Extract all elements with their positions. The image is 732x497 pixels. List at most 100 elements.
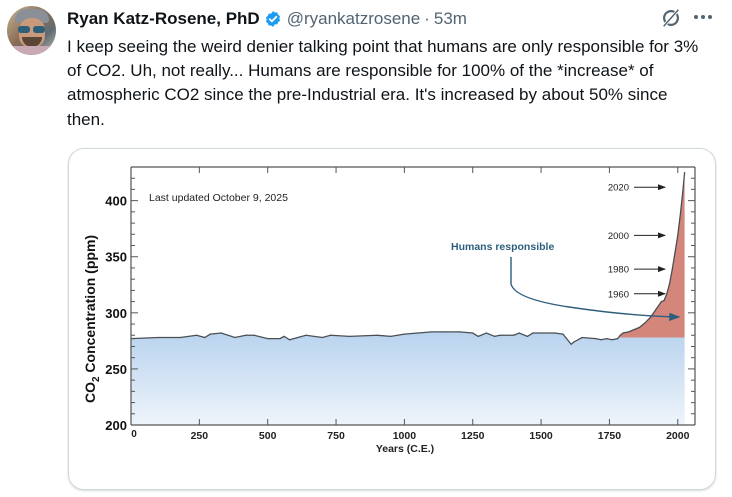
co2-data-point bbox=[329, 334, 332, 336]
y-tick-label: 200 bbox=[105, 418, 127, 433]
more-options-icon[interactable] bbox=[690, 6, 716, 28]
co2-data-point bbox=[288, 339, 291, 341]
co2-data-point bbox=[619, 334, 621, 336]
co2-data-point bbox=[157, 336, 159, 339]
co2-data-point bbox=[554, 332, 556, 334]
co2-data-point bbox=[649, 316, 652, 318]
co2-data-point bbox=[606, 338, 608, 340]
co2-chart: 200 250 300 350 400 0 250 500 750 1000 1250 1500 175… bbox=[82, 166, 696, 455]
author-name[interactable]: Ryan Katz-Rosene, PhD bbox=[67, 9, 260, 28]
co2-data-point bbox=[209, 333, 211, 335]
co2-data-point bbox=[279, 338, 281, 340]
x-tick-label: 1500 bbox=[529, 430, 553, 442]
year-marker-label: 2020 bbox=[608, 183, 629, 194]
co2-data-point bbox=[677, 234, 679, 237]
y-tick-label: 350 bbox=[105, 250, 127, 265]
co2-data-point bbox=[668, 283, 671, 285]
co2-data-point bbox=[666, 293, 668, 295]
co2-data-point bbox=[376, 334, 378, 336]
grok-icon[interactable] bbox=[660, 7, 682, 29]
x-tick-label: 1750 bbox=[598, 430, 622, 442]
co2-data-point bbox=[417, 332, 419, 334]
co2-data-point bbox=[472, 332, 474, 334]
co2-data-point bbox=[562, 333, 564, 335]
y-axis-label-subscript: 2 bbox=[91, 376, 102, 382]
co2-data-point bbox=[458, 331, 460, 333]
co2-data-point bbox=[526, 335, 529, 337]
co2-data-point bbox=[638, 326, 641, 329]
co2-data-point bbox=[622, 332, 624, 334]
co2-data-point bbox=[660, 301, 662, 303]
co2-data-point bbox=[485, 332, 488, 334]
x-axis-label: Years (C.E.) bbox=[376, 443, 434, 455]
co2-data-point bbox=[220, 332, 222, 334]
post-text: I keep seeing the weird denier talking p… bbox=[67, 37, 699, 129]
verified-badge-icon[interactable] bbox=[264, 10, 282, 28]
co2-data-point bbox=[595, 338, 597, 340]
co2-data-point bbox=[477, 335, 479, 337]
co2-data-point bbox=[611, 339, 613, 341]
co2-data-point bbox=[570, 343, 572, 345]
co2-data-point bbox=[617, 338, 619, 340]
human-co2-area bbox=[617, 172, 685, 339]
year-marker-label: 1960 bbox=[608, 289, 629, 300]
year-marker-label: 1980 bbox=[608, 265, 629, 276]
x-tick-label: 1000 bbox=[393, 430, 417, 442]
co2-data-point bbox=[245, 334, 247, 336]
last-updated-annotation: Last updated October 9, 2025 bbox=[149, 192, 288, 204]
y-axis-label-prefix: CO bbox=[82, 382, 98, 403]
y-tick-label: 400 bbox=[105, 194, 127, 209]
co2-data-point bbox=[253, 334, 255, 336]
co2-data-point bbox=[518, 332, 520, 334]
co2-data-point bbox=[234, 336, 236, 339]
x-tick-label: 2000 bbox=[666, 430, 690, 442]
media-card[interactable]: 200 250 300 350 400 0 250 500 750 1000 1250 1500 175… bbox=[68, 148, 716, 490]
co2-data-point bbox=[671, 268, 673, 270]
co2-data-point bbox=[267, 338, 269, 340]
y-axis-label: CO2 Concentration (ppm) bbox=[82, 235, 102, 403]
co2-data-point bbox=[196, 334, 198, 336]
co2-data-point bbox=[444, 331, 446, 333]
co2-data-point bbox=[655, 308, 657, 311]
co2-data-point bbox=[494, 335, 496, 337]
co2-data-point bbox=[674, 251, 676, 253]
avatar-sunglasses-shape bbox=[18, 26, 46, 33]
x-tick-label: 250 bbox=[191, 430, 209, 442]
co2-data-point bbox=[682, 186, 684, 188]
avatar-shirt-shape bbox=[7, 46, 56, 55]
co2-data-point bbox=[390, 335, 392, 337]
co2-data-point bbox=[633, 329, 635, 331]
co2-data-point bbox=[283, 335, 285, 337]
co2-data-point bbox=[431, 331, 433, 333]
x-tick-label: 500 bbox=[259, 430, 277, 442]
author-handle[interactable]: @ryankatzrosene bbox=[286, 9, 421, 28]
co2-data-point bbox=[573, 341, 575, 343]
co2-data-point bbox=[644, 322, 646, 324]
year-marker-label: 2000 bbox=[608, 231, 629, 242]
avatar-beard-shape bbox=[22, 37, 42, 47]
co2-data-point bbox=[403, 333, 405, 335]
post-header: Ryan Katz-Rosene, PhD @ryankatzrosene · … bbox=[67, 8, 467, 30]
co2-data-point bbox=[540, 332, 542, 334]
co2-data-point bbox=[679, 212, 682, 214]
x-tick-label: 0 bbox=[131, 429, 137, 440]
avatar[interactable] bbox=[7, 6, 56, 55]
natural-co2-area bbox=[131, 331, 685, 425]
co2-data-point bbox=[627, 331, 630, 333]
co2-data-point bbox=[532, 332, 534, 334]
co2-data-point bbox=[499, 334, 501, 336]
humans-responsible-arrow bbox=[510, 257, 681, 322]
co2-data-point bbox=[513, 334, 515, 336]
separator-dot: · bbox=[424, 9, 430, 28]
x-tick-label: 1250 bbox=[461, 430, 485, 442]
x-tick-label: 750 bbox=[327, 430, 345, 442]
co2-data-point bbox=[179, 336, 181, 339]
co2-data-point bbox=[581, 336, 583, 339]
y-axis-label-suffix: Concentration (ppm) bbox=[82, 235, 98, 377]
y-tick-label: 300 bbox=[105, 306, 127, 321]
co2-data-point bbox=[663, 299, 665, 302]
co2-data-point bbox=[204, 336, 206, 339]
timestamp[interactable]: 53m bbox=[433, 9, 467, 28]
co2-data-point bbox=[305, 334, 307, 336]
co2-data-point bbox=[349, 335, 351, 337]
